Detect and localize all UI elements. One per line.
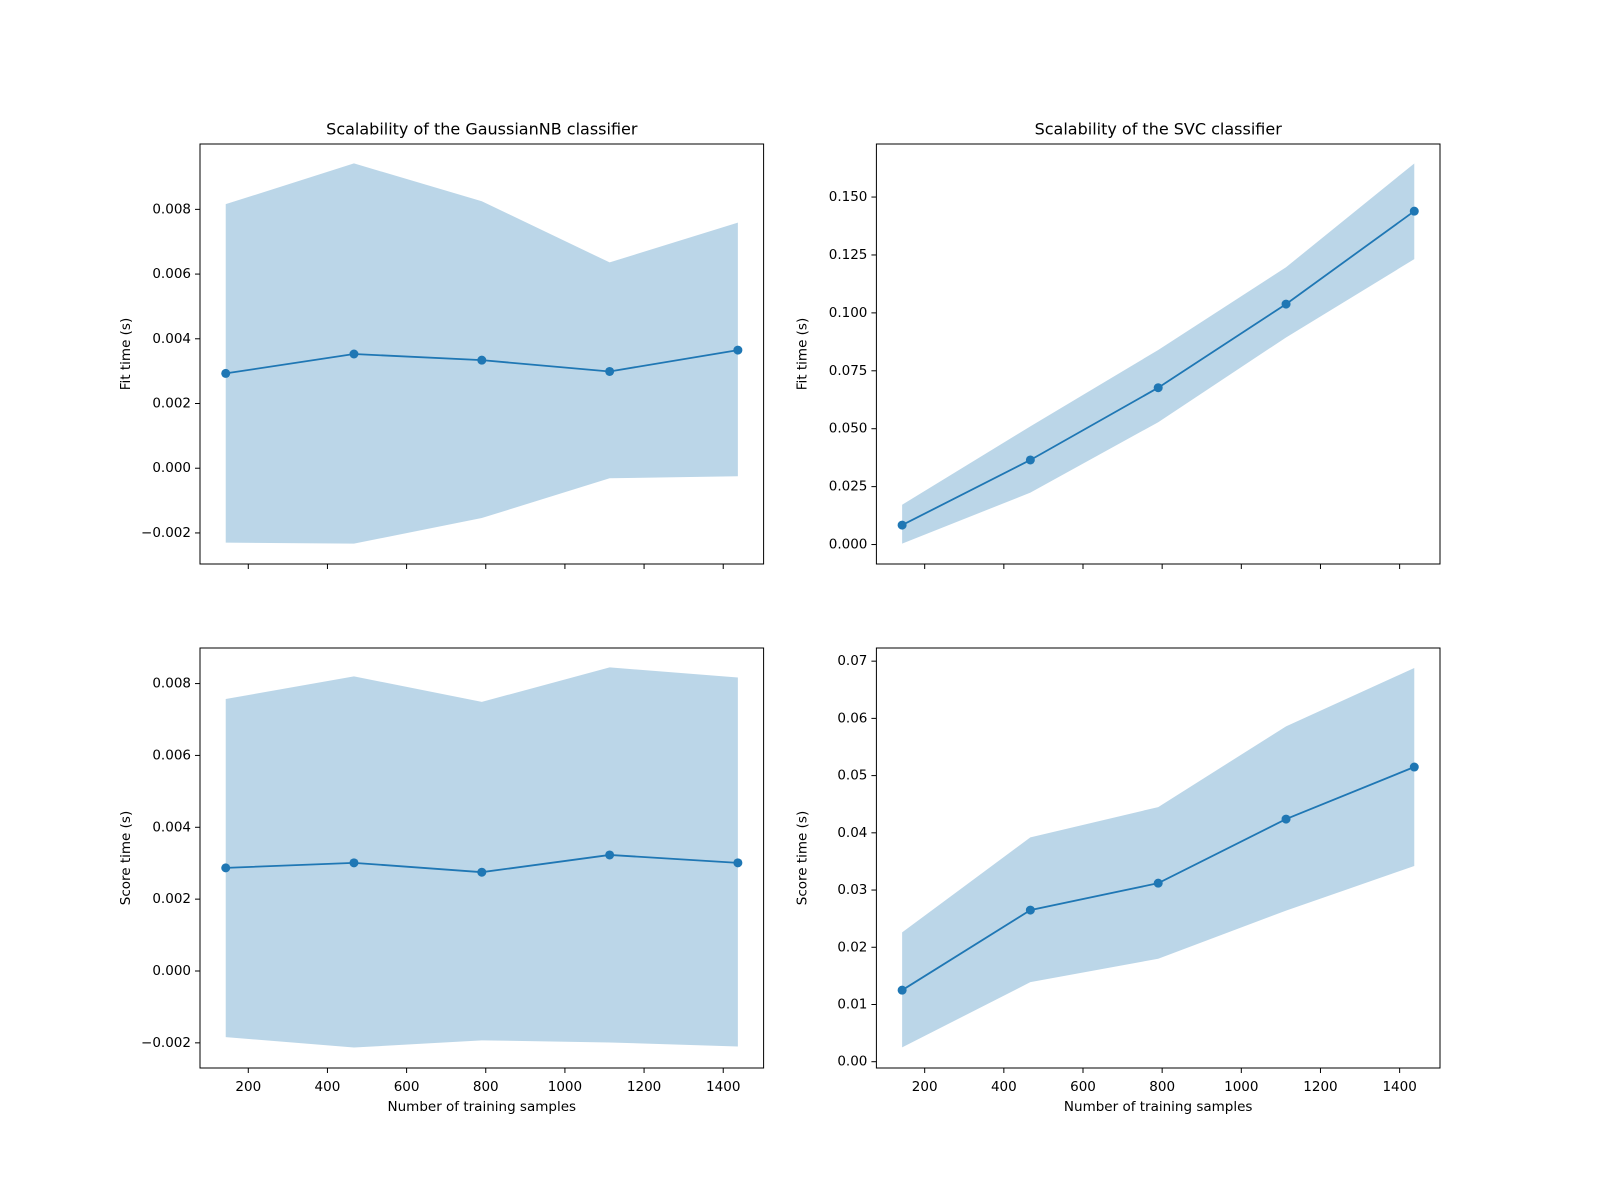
x-tick-label: 800 <box>473 1079 499 1095</box>
point <box>1409 206 1419 216</box>
x-tick-label: 1200 <box>1303 1079 1337 1095</box>
x-tick-label: 800 <box>1149 1079 1175 1095</box>
x-tick-label: 1400 <box>1382 1079 1416 1095</box>
point <box>221 368 231 378</box>
x-tick-label: 600 <box>1070 1079 1096 1095</box>
y-tick-label: 0.07 <box>837 653 867 669</box>
point <box>1153 383 1163 393</box>
y-tick-label: −0.002 <box>141 525 191 541</box>
point <box>897 985 907 995</box>
subplot: 200 400 600 800 1000 1200 1400 0.00 0.01 0.02 0.03… <box>794 647 1441 1115</box>
y-tick-label: 0.006 <box>152 747 191 763</box>
point <box>1025 905 1035 915</box>
point <box>1153 878 1163 888</box>
y-tick-label: 0.01 <box>837 996 867 1012</box>
subplot: 200 400 600 800 1000 1200 1400 −0.002 0.000 0.002… <box>118 647 765 1115</box>
axes-frame <box>875 143 1441 565</box>
y-tick-label: 0.050 <box>829 421 868 437</box>
y-tick-label: 0.004 <box>152 331 191 347</box>
std-band <box>225 163 738 544</box>
subplot: 0.000 0.025 0.050 0.075 0.100 0.125 0.150 Scala… <box>794 120 1441 569</box>
y-tick-label: 0.06 <box>837 710 867 726</box>
axes-frame <box>875 647 1441 1069</box>
point <box>733 345 743 355</box>
x-tick-label: 200 <box>235 1079 261 1095</box>
x-tick-label: 1000 <box>548 1079 582 1095</box>
y-tick-label: 0.100 <box>829 305 868 321</box>
y-tick-label: 0.00 <box>837 1054 867 1070</box>
x-tick-label: 1000 <box>1224 1079 1258 1095</box>
std-band <box>902 163 1415 544</box>
x-tick-label: 600 <box>394 1079 420 1095</box>
y-tick-label: 0.03 <box>837 882 867 898</box>
y-tick-label: 0.075 <box>829 363 868 379</box>
y-axis-label: Score time (s) <box>118 811 134 905</box>
chart-title: Scalability of the GaussianNB classifier <box>326 120 638 139</box>
point <box>1025 455 1035 465</box>
x-axis-label: Number of training samples <box>1064 1099 1253 1115</box>
y-tick-label: 0.002 <box>152 396 191 412</box>
y-tick-label: 0.004 <box>152 819 191 835</box>
y-tick-label: 0.000 <box>152 460 191 476</box>
subplot: −0.002 0.000 0.002 0.004 0.006 0.008 Scalabili… <box>118 120 765 569</box>
y-tick-label: 0.02 <box>837 939 867 955</box>
point <box>733 858 743 868</box>
y-tick-label: 0.025 <box>829 479 868 495</box>
x-tick-label: 1400 <box>706 1079 740 1095</box>
point <box>1281 299 1291 309</box>
point <box>605 366 615 376</box>
y-axis-label: Score time (s) <box>794 811 810 905</box>
y-tick-label: −0.002 <box>141 1035 191 1051</box>
x-tick-label: 400 <box>315 1079 341 1095</box>
point <box>349 349 359 359</box>
y-tick-label: 0.002 <box>152 891 191 907</box>
y-tick-label: 0.000 <box>829 537 868 553</box>
y-tick-label: 0.008 <box>152 201 191 217</box>
chart-title: Scalability of the SVC classifier <box>1035 120 1283 139</box>
axes-frame <box>199 647 765 1069</box>
x-tick-label: 1200 <box>627 1079 661 1095</box>
y-tick-label: 0.008 <box>152 676 191 692</box>
point <box>897 520 907 530</box>
point <box>477 867 487 877</box>
point <box>221 863 231 873</box>
point <box>349 858 359 868</box>
axes-frame <box>199 143 765 565</box>
point <box>1409 762 1419 772</box>
y-axis-label: Fit time (s) <box>118 318 134 390</box>
y-tick-label: 0.000 <box>152 963 191 979</box>
x-tick-label: 200 <box>912 1079 938 1095</box>
std-band <box>225 667 738 1048</box>
y-tick-label: 0.125 <box>829 247 868 263</box>
y-tick-label: 0.006 <box>152 266 191 282</box>
point <box>605 850 615 860</box>
y-tick-label: 0.04 <box>837 825 867 841</box>
x-axis-label: Number of training samples <box>388 1099 577 1115</box>
y-tick-label: 0.05 <box>837 768 867 784</box>
y-axis-label: Fit time (s) <box>794 318 810 390</box>
x-tick-label: 400 <box>991 1079 1017 1095</box>
point <box>1281 814 1291 824</box>
std-band <box>902 668 1415 1048</box>
point <box>477 355 487 365</box>
y-tick-label: 0.150 <box>829 189 868 205</box>
